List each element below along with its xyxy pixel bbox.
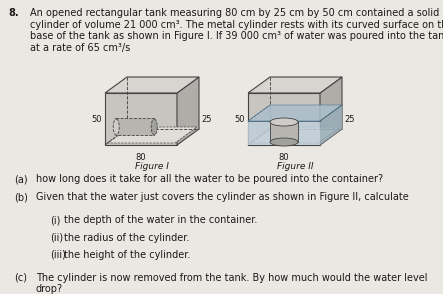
Polygon shape: [107, 127, 197, 143]
Polygon shape: [250, 127, 340, 143]
Text: (b): (b): [14, 192, 28, 202]
Ellipse shape: [270, 118, 298, 126]
Text: 50: 50: [92, 114, 102, 123]
Text: Figure II: Figure II: [277, 162, 313, 171]
Ellipse shape: [113, 119, 119, 135]
Polygon shape: [248, 93, 320, 145]
Text: (c): (c): [14, 273, 27, 283]
Polygon shape: [320, 105, 342, 145]
Ellipse shape: [151, 119, 157, 135]
Text: 80: 80: [279, 153, 289, 162]
Polygon shape: [248, 105, 342, 121]
Bar: [270, 122, 298, 142]
Ellipse shape: [270, 138, 298, 146]
Text: how long does it take for all the water to be poured into the container?: how long does it take for all the water …: [36, 174, 383, 184]
Text: (a): (a): [14, 174, 27, 184]
Polygon shape: [177, 77, 199, 145]
Polygon shape: [248, 77, 342, 93]
Text: the radius of the cylinder.: the radius of the cylinder.: [64, 233, 189, 243]
Polygon shape: [105, 93, 177, 145]
Text: (ii): (ii): [50, 233, 63, 243]
FancyBboxPatch shape: [116, 118, 155, 136]
Polygon shape: [320, 77, 342, 145]
Text: Figure I: Figure I: [135, 162, 169, 171]
Text: (iii): (iii): [50, 250, 66, 260]
Polygon shape: [248, 121, 320, 145]
Text: (i): (i): [50, 216, 60, 225]
Text: the height of the cylinder.: the height of the cylinder.: [64, 250, 190, 260]
Text: An opened rectangular tank measuring 80 cm by 25 cm by 50 cm contained a solid m: An opened rectangular tank measuring 80 …: [30, 8, 443, 18]
Text: 50: 50: [234, 114, 245, 123]
Text: 25: 25: [201, 114, 211, 123]
Text: base of the tank as shown in Figure I. If 39 000 cm³ of water was poured into th: base of the tank as shown in Figure I. I…: [30, 31, 443, 41]
Text: drop?: drop?: [36, 284, 63, 294]
Text: Given that the water just covers the cylinder as shown in Figure II, calculate: Given that the water just covers the cyl…: [36, 192, 409, 202]
Text: cylinder of volume 21 000 cm³. The metal cylinder rests with its curved surface : cylinder of volume 21 000 cm³. The metal…: [30, 19, 443, 29]
Polygon shape: [105, 77, 199, 93]
Text: 8.: 8.: [8, 8, 19, 18]
Text: the depth of the water in the container.: the depth of the water in the container.: [64, 216, 257, 225]
Text: at a rate of 65 cm³/s: at a rate of 65 cm³/s: [30, 43, 130, 53]
Text: 80: 80: [136, 153, 146, 162]
Text: 25: 25: [344, 114, 354, 123]
Text: The cylinder is now removed from the tank. By how much would the water level: The cylinder is now removed from the tan…: [36, 273, 427, 283]
